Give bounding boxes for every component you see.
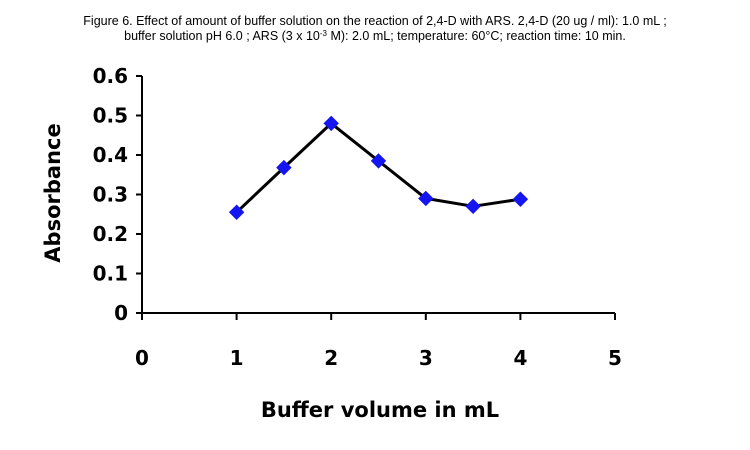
- y-tick-label: 0.6: [93, 64, 128, 88]
- y-axis-title: Absorbance: [41, 123, 65, 262]
- caption-line-1: Figure 6. Effect of amount of buffer sol…: [83, 14, 667, 28]
- x-tick-label: 1: [230, 346, 244, 370]
- data-series: [228, 115, 529, 220]
- y-tick-label: 0.5: [93, 104, 128, 128]
- y-tick-label: 0.3: [93, 183, 128, 207]
- caption-line-2-text: buffer solution pH 6.0 ; ARS (3 x 10: [124, 29, 320, 43]
- caption-line-2: buffer solution pH 6.0 ; ARS (3 x 10-3 M…: [20, 29, 730, 44]
- x-tick-label: 5: [608, 346, 622, 370]
- caption-exponent: -3: [319, 29, 327, 38]
- data-point-marker: [465, 198, 481, 215]
- x-tick-label: 3: [419, 346, 433, 370]
- x-tick-label: 2: [324, 346, 338, 370]
- data-point-marker: [228, 204, 245, 220]
- data-point-marker: [418, 190, 434, 207]
- y-tick-label: 0: [114, 301, 128, 325]
- x-tick-label: 4: [513, 346, 527, 370]
- data-point-marker: [276, 159, 292, 176]
- y-tick-label: 0.2: [93, 222, 128, 246]
- caption-line-2-end: M): 2.0 mL; temperature: 60°C; reaction …: [326, 29, 626, 43]
- data-point-marker: [323, 115, 339, 132]
- data-point-marker: [512, 191, 529, 207]
- axes: [141, 76, 615, 314]
- y-tick-label: 0.4: [93, 143, 128, 167]
- figure-caption: Figure 6. Effect of amount of buffer sol…: [20, 14, 730, 44]
- x-axis-title: Buffer volume in mL: [261, 398, 499, 422]
- tick-marks: [136, 75, 616, 320]
- tick-labels: 0 0.1 0.2 0.3 0.4 0.5 0.6 0 1 2 3 4 5: [93, 64, 622, 370]
- y-tick-label: 0.1: [93, 262, 128, 286]
- x-tick-label: 0: [135, 346, 149, 370]
- data-point-marker: [370, 153, 387, 169]
